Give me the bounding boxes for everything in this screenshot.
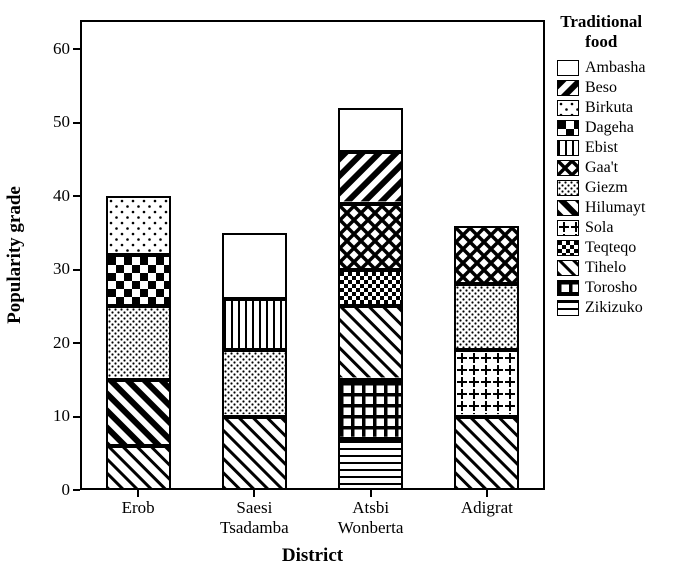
legend-title: Traditionalfood xyxy=(557,12,645,53)
y-tick-label: 10 xyxy=(53,406,70,426)
legend-swatch xyxy=(557,200,579,216)
legend-swatch xyxy=(557,180,579,196)
x-tick-label: SaesiTsadamba xyxy=(196,498,312,539)
legend-label: Ebist xyxy=(585,139,618,157)
x-tick xyxy=(253,490,255,497)
legend-item: Birkuta xyxy=(557,99,645,117)
bar-segment xyxy=(222,299,287,350)
bar-segment xyxy=(454,284,519,350)
bar-segment xyxy=(338,380,403,439)
bar-segment xyxy=(454,417,519,490)
legend-swatch xyxy=(557,100,579,116)
legend-label: Hilumayt xyxy=(585,199,645,217)
x-tick-label: Adigrat xyxy=(429,498,545,518)
legend-item: Hilumayt xyxy=(557,199,645,217)
legend-swatch xyxy=(557,280,579,296)
bar-segment xyxy=(454,226,519,285)
legend-swatch xyxy=(557,80,579,96)
legend-label: Torosho xyxy=(585,279,637,297)
legend-label: Giezm xyxy=(585,179,628,197)
x-tick-label: AtsbiWonberta xyxy=(313,498,429,539)
legend-swatch xyxy=(557,160,579,176)
bar-segment xyxy=(338,152,403,203)
legend-item: Tihelo xyxy=(557,259,645,277)
x-tick xyxy=(137,490,139,497)
y-tick-label: 60 xyxy=(53,39,70,59)
y-tick xyxy=(73,122,80,124)
legend-swatch xyxy=(557,60,579,76)
legend-label: Zikizuko xyxy=(585,299,643,317)
y-axis-label: Popularity grade xyxy=(4,186,26,324)
legend-swatch xyxy=(557,120,579,136)
bar-segment xyxy=(338,439,403,490)
y-tick xyxy=(73,416,80,418)
legend-item: Sola xyxy=(557,219,645,237)
legend-label: Birkuta xyxy=(585,99,633,117)
y-tick-label: 40 xyxy=(53,186,70,206)
legend-swatch xyxy=(557,140,579,156)
y-tick-label: 20 xyxy=(53,333,70,353)
legend-label: Teqteqo xyxy=(585,239,636,257)
y-tick xyxy=(73,342,80,344)
x-tick xyxy=(370,490,372,497)
legend-item: Beso xyxy=(557,79,645,97)
legend-label: Sola xyxy=(585,219,613,237)
legend-item: Dageha xyxy=(557,119,645,137)
bar-segment xyxy=(222,233,287,299)
legend-item: Gaa't xyxy=(557,159,645,177)
legend-swatch xyxy=(557,220,579,236)
y-tick-label: 0 xyxy=(62,480,71,500)
x-tick xyxy=(486,490,488,497)
legend-label: Tihelo xyxy=(585,259,626,277)
bar-segment xyxy=(106,255,171,306)
legend-label: Ambasha xyxy=(585,59,645,77)
y-tick-label: 50 xyxy=(53,112,70,132)
legend-item: Ambasha xyxy=(557,59,645,77)
legend-label: Beso xyxy=(585,79,617,97)
legend-label: Gaa't xyxy=(585,159,618,177)
bar-segment xyxy=(338,204,403,270)
legend-item: Giezm xyxy=(557,179,645,197)
y-tick xyxy=(73,48,80,50)
bar-segment xyxy=(106,380,171,446)
bar-segment xyxy=(106,196,171,255)
chart-container: Popularity grade District Traditionalfoo… xyxy=(0,0,685,586)
bar-segment xyxy=(338,270,403,307)
legend-item: Torosho xyxy=(557,279,645,297)
bar-segment xyxy=(338,108,403,152)
y-tick xyxy=(73,489,80,491)
legend-label: Dageha xyxy=(585,119,634,137)
bar-segment xyxy=(222,350,287,416)
bar-segment xyxy=(338,306,403,379)
legend-swatch xyxy=(557,240,579,256)
bar-segment xyxy=(222,417,287,490)
y-tick xyxy=(73,269,80,271)
x-axis-label: District xyxy=(282,545,343,567)
legend-swatch xyxy=(557,260,579,276)
bar-segment xyxy=(454,350,519,416)
y-tick-label: 30 xyxy=(53,259,70,279)
bar-segment xyxy=(106,306,171,379)
legend-swatch xyxy=(557,300,579,316)
legend-item: Teqteqo xyxy=(557,239,645,257)
legend: Traditionalfood Ambasha Beso Birkuta Dageha… xyxy=(557,12,645,319)
y-tick xyxy=(73,195,80,197)
legend-item: Zikizuko xyxy=(557,299,645,317)
bar-segment xyxy=(106,446,171,490)
legend-item: Ebist xyxy=(557,139,645,157)
x-tick-label: Erob xyxy=(80,498,196,518)
